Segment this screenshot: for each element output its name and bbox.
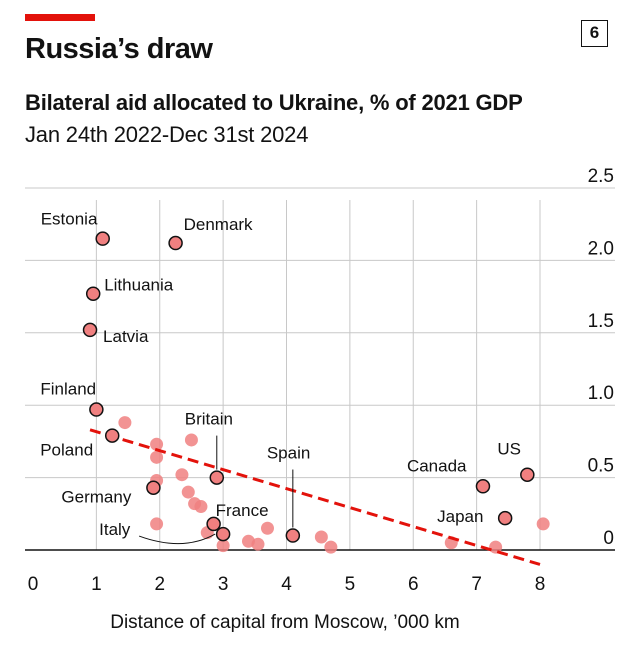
data-point bbox=[489, 540, 503, 554]
trendline bbox=[89, 428, 541, 566]
labelled-point-us bbox=[520, 467, 535, 482]
labelled-point-denmark bbox=[168, 235, 183, 251]
data-point bbox=[150, 450, 164, 464]
data-point bbox=[150, 437, 164, 451]
point-label-canada: Canada bbox=[407, 456, 467, 475]
point-label-germany: Germany bbox=[61, 488, 131, 507]
x-tick-label: 5 bbox=[345, 574, 356, 595]
point-label-us: US bbox=[497, 440, 521, 459]
x-tick-label: 0 bbox=[28, 574, 39, 595]
point-label-estonia: Estonia bbox=[41, 210, 98, 229]
chart-number-badge: 6 bbox=[581, 20, 608, 47]
data-point bbox=[194, 500, 208, 514]
labelled-point-latvia bbox=[82, 322, 98, 338]
x-tick-label: 8 bbox=[535, 574, 546, 595]
point-label-finland: Finland bbox=[40, 380, 96, 399]
y-tick-label: 0 bbox=[603, 528, 614, 549]
chart-title: Russia’s draw bbox=[25, 33, 213, 65]
trendline-group bbox=[89, 428, 541, 566]
x-tick-label: 1 bbox=[91, 574, 102, 595]
chart-date-range: Jan 24th 2022-Dec 31st 2024 bbox=[25, 122, 309, 147]
labelled-point-canada bbox=[475, 479, 491, 494]
point-label-denmark: Denmark bbox=[184, 215, 253, 234]
data-point bbox=[175, 468, 189, 482]
x-tick-label: 6 bbox=[408, 574, 419, 595]
labelled-point-lithuania bbox=[85, 286, 101, 301]
labelled-point-spain bbox=[285, 528, 301, 543]
data-point bbox=[251, 537, 265, 551]
x-axis-tick-labels: 0 1 2 3 4 5 6 7 8 bbox=[28, 574, 546, 595]
gridlines bbox=[25, 187, 615, 551]
y-axis-tick-labels: 0 0.5 1.0 1.5 2.0 2.5 bbox=[588, 166, 614, 549]
leader-line-italy bbox=[138, 533, 216, 545]
point-label-latvia: Latvia bbox=[103, 327, 149, 346]
labelled-point-italy bbox=[215, 526, 231, 542]
point-label-france: France bbox=[216, 501, 269, 520]
data-point bbox=[260, 521, 274, 535]
data-point bbox=[216, 539, 230, 553]
x-tick-label: 3 bbox=[218, 574, 229, 595]
leader-lines bbox=[138, 435, 294, 545]
data-point bbox=[150, 517, 164, 531]
point-label-spain: Spain bbox=[267, 444, 310, 463]
x-axis-title: Distance of capital from Moscow, ’000 km bbox=[110, 612, 460, 633]
data-point bbox=[184, 433, 198, 447]
point-label-lithuania: Lithuania bbox=[104, 276, 174, 295]
labelled-points bbox=[82, 231, 535, 543]
labelled-point-poland bbox=[104, 428, 120, 443]
labelled-point-germany bbox=[146, 480, 161, 495]
y-tick-label: 2.0 bbox=[588, 238, 614, 259]
labelled-point-britain bbox=[209, 470, 225, 485]
chart-subtitle: Bilateral aid allocated to Ukraine, % of… bbox=[25, 90, 523, 115]
point-label-britain: Britain bbox=[185, 410, 233, 429]
y-tick-label: 1.0 bbox=[588, 383, 614, 404]
y-tick-label: 1.5 bbox=[588, 311, 614, 332]
y-tick-label: 0.5 bbox=[588, 456, 614, 477]
data-point bbox=[314, 530, 328, 544]
x-tick-label: 2 bbox=[154, 574, 165, 595]
point-labels: Estonia Denmark Lithuania Latvia Finland Pola… bbox=[40, 210, 521, 539]
data-point bbox=[118, 416, 132, 430]
x-tick-label: 7 bbox=[471, 574, 482, 595]
point-label-poland: Poland bbox=[40, 441, 93, 460]
brand-accent-bar bbox=[25, 14, 95, 21]
unlabelled-points bbox=[118, 416, 550, 554]
labelled-point-finland bbox=[89, 402, 104, 417]
point-label-italy: Italy bbox=[99, 520, 131, 539]
labelled-point-japan bbox=[497, 510, 513, 526]
data-point bbox=[181, 485, 195, 499]
data-point bbox=[536, 517, 550, 531]
data-point bbox=[324, 540, 338, 554]
labelled-point-france bbox=[206, 516, 221, 532]
labelled-point-estonia bbox=[95, 231, 110, 246]
x-tick-label: 4 bbox=[281, 574, 292, 595]
point-label-japan: Japan bbox=[437, 507, 483, 526]
y-tick-label: 2.5 bbox=[588, 166, 614, 187]
